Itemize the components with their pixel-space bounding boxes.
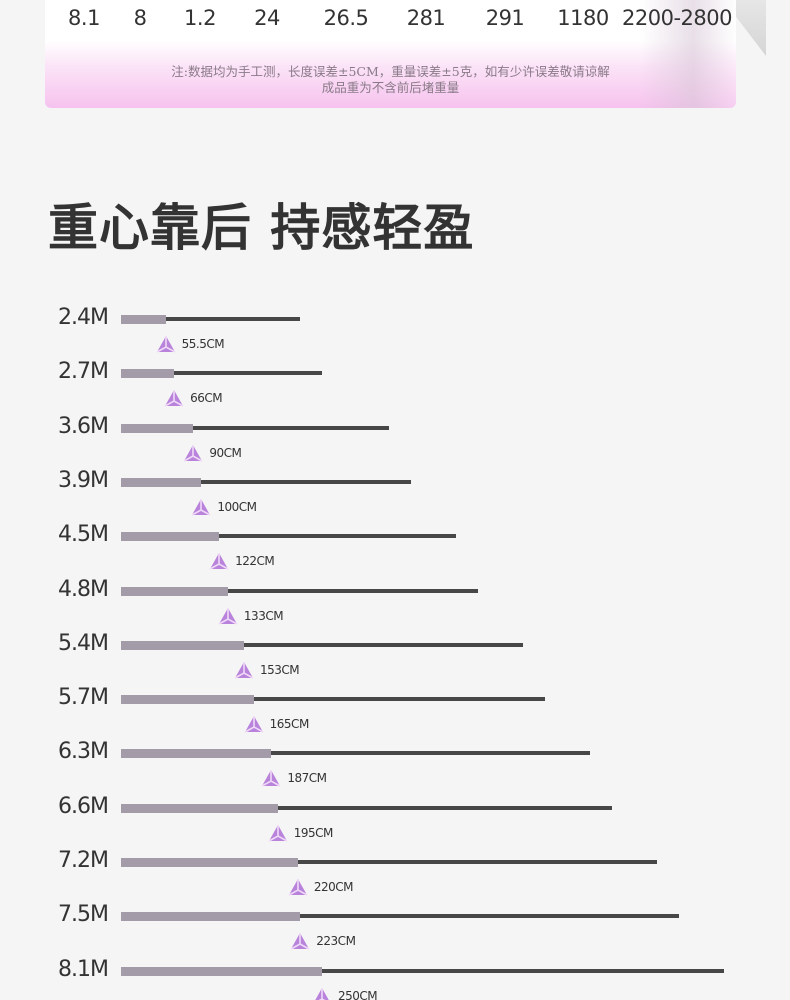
triangle-balance-icon xyxy=(209,553,229,570)
balance-point-label: 223CM xyxy=(316,934,356,949)
spec-value: 24 xyxy=(254,6,280,30)
balance-point-label: 55.5CM xyxy=(181,337,225,351)
balance-point-bar xyxy=(121,858,298,867)
balance-point-label: 90CM xyxy=(209,445,242,460)
balance-point-label: 250CM xyxy=(338,988,378,1000)
balance-point-bar xyxy=(121,532,220,542)
row-length-label: 3.9M xyxy=(58,467,109,493)
balance-point-bar xyxy=(121,423,194,433)
row-length-label: 8.1M xyxy=(58,956,109,982)
balance-point-label: 100CM xyxy=(217,499,257,514)
balance-point-bar xyxy=(121,966,322,976)
rod-length-bar xyxy=(121,805,613,810)
triangle-balance-icon xyxy=(268,824,288,842)
spec-value: 281 xyxy=(406,6,446,30)
triangle-balance-icon xyxy=(183,444,203,462)
spec-value: 291 xyxy=(485,6,525,30)
balance-point-bar xyxy=(121,803,278,813)
spec-note: 注:数据均为手工测，长度误差±5CM，重量误差±5克，如有少许误差敬请谅解 成品… xyxy=(45,64,736,96)
triangle-balance-icon xyxy=(156,336,175,353)
balance-point-bar xyxy=(121,749,272,759)
triangle-balance-icon xyxy=(164,390,184,407)
corner-tab-decoration xyxy=(736,0,766,56)
balance-point-bar xyxy=(121,640,244,650)
spec-note-line-2: 成品重为不含前后堵重量 xyxy=(321,80,460,95)
rod-length-bar xyxy=(121,534,456,539)
spec-value: 26.5 xyxy=(323,6,369,30)
balance-point-bar xyxy=(121,912,301,922)
triangle-balance-icon xyxy=(234,661,254,679)
triangle-balance-icon xyxy=(218,607,238,625)
rod-length-bar xyxy=(121,588,479,593)
row-length-label: 4.8M xyxy=(58,576,109,602)
rod-length-bar xyxy=(121,860,657,864)
balance-point-bar xyxy=(121,477,202,487)
triangle-balance-icon xyxy=(315,987,329,1000)
balance-point-bar xyxy=(121,315,166,324)
row-length-label: 2.7M xyxy=(58,359,109,385)
rod-length-bar xyxy=(121,751,590,756)
triangle-balance-icon xyxy=(244,716,264,733)
balance-point-chart: 2.4M 55.5CM 2.7M 66CM 3.6M 90CM 3.9M 100CM 4.5M 1… xyxy=(0,290,790,1000)
rod-length-bar xyxy=(121,642,523,647)
triangle-balance-icon xyxy=(288,879,308,896)
spec-values-row: 8.1 8 1.2 24 26.5 281 291 1180 2200-2800 xyxy=(45,6,736,34)
balance-point-label: 195CM xyxy=(293,825,334,840)
triangle-balance-icon xyxy=(261,770,281,788)
spec-value: 1.2 xyxy=(184,6,216,30)
row-length-label: 4.5M xyxy=(58,522,109,548)
balance-point-bar xyxy=(121,586,228,596)
card-glow-decoration xyxy=(641,0,736,108)
balance-point-bar xyxy=(121,695,254,705)
row-length-label: 3.6M xyxy=(58,413,109,439)
spec-value: 1180 xyxy=(557,6,609,30)
rod-length-bar xyxy=(121,371,322,376)
spec-value: 8 xyxy=(133,6,147,30)
spec-value: 2200-2800 xyxy=(622,6,732,30)
spec-value: 8.1 xyxy=(68,6,100,30)
row-length-label: 5.7M xyxy=(58,685,109,711)
row-length-label: 6.3M xyxy=(58,739,109,765)
section-headline: 重心靠后 持感轻盈 xyxy=(48,199,475,257)
row-length-label: 7.5M xyxy=(58,902,109,928)
row-length-label: 6.6M xyxy=(58,793,109,819)
balance-point-label: 153CM xyxy=(260,662,300,677)
triangle-balance-icon xyxy=(192,498,211,516)
balance-point-label: 122CM xyxy=(235,554,275,569)
row-length-label: 2.4M xyxy=(58,305,109,330)
balance-point-label: 165CM xyxy=(269,717,310,732)
rod-length-bar xyxy=(121,697,546,702)
spec-note-line-1: 注:数据均为手工测，长度误差±5CM，重量误差±5克，如有少许误差敬请谅解 xyxy=(171,64,610,79)
rod-length-bar xyxy=(121,914,679,919)
spec-table-card: 8.1 8 1.2 24 26.5 281 291 1180 2200-2800… xyxy=(45,0,736,108)
balance-point-label: 220CM xyxy=(313,880,354,894)
rod-length-bar xyxy=(121,479,412,484)
balance-point-label: 187CM xyxy=(287,771,327,786)
balance-point-label: 133CM xyxy=(243,608,284,623)
row-length-label: 5.4M xyxy=(58,630,109,656)
rod-length-bar xyxy=(121,968,724,973)
balance-point-bar xyxy=(121,369,175,379)
rod-length-bar xyxy=(121,317,300,321)
rod-length-bar xyxy=(121,425,389,430)
row-length-label: 7.2M xyxy=(58,848,109,873)
balance-point-label: 66CM xyxy=(190,391,223,406)
triangle-balance-icon xyxy=(290,933,310,950)
